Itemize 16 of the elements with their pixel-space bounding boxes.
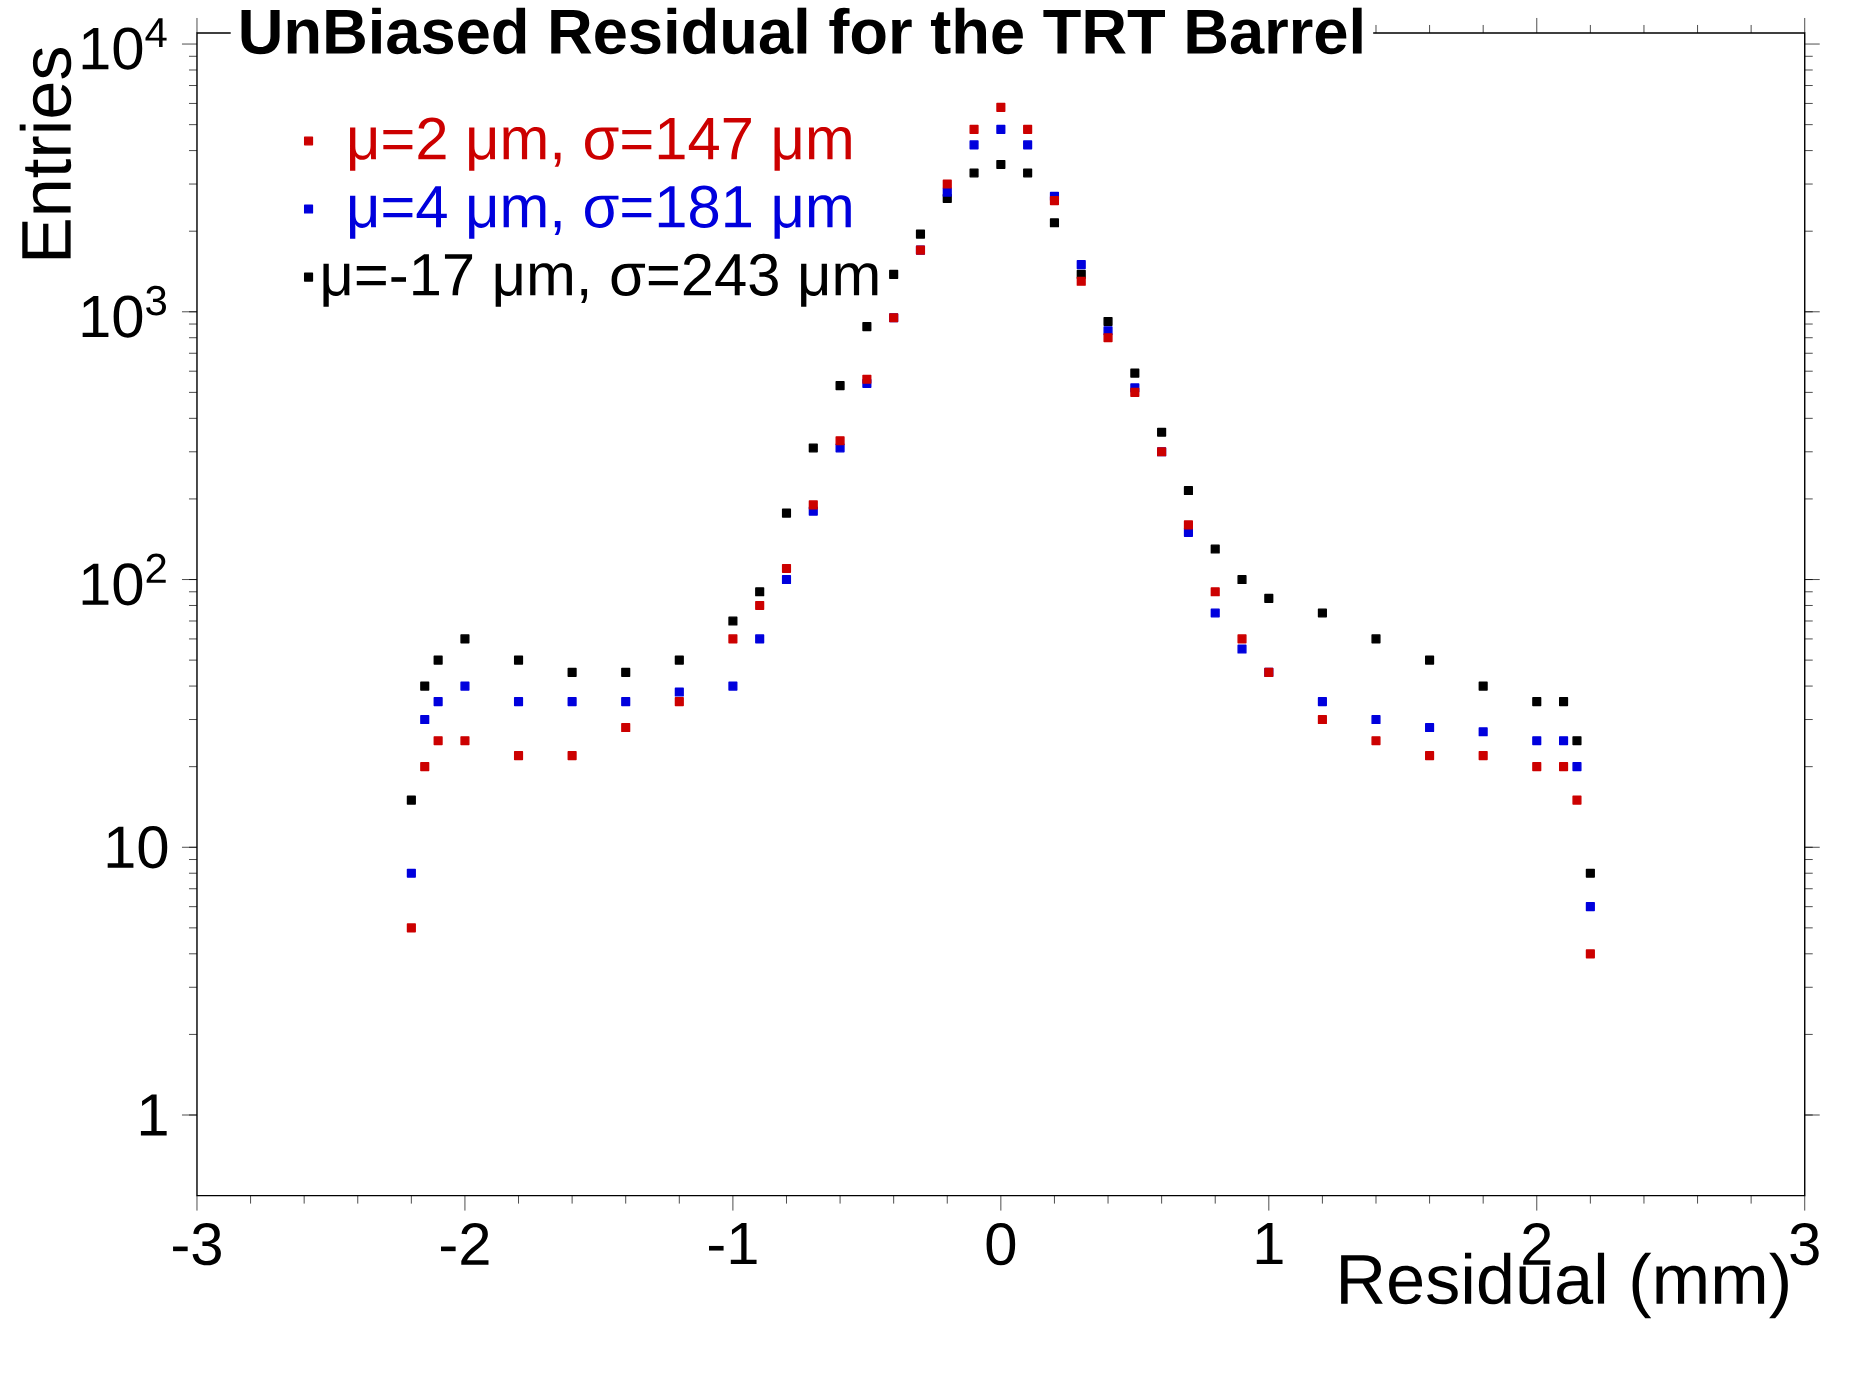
x-tick-label: 3 (1790, 1223, 1819, 1266)
y-tick-label: 10$^{2}$ (82, 553, 166, 606)
y-tick-label: 1 (140, 1094, 167, 1136)
x-tick-label: 0 (986, 1223, 1016, 1266)
x-tick-label: -1 (708, 1223, 757, 1265)
y-tick-label: 10$^{4}$ (82, 18, 167, 70)
chart-title: UnBiased Residual for the TRT Barrel (241, 7, 1362, 55)
x-tick-label: 1 (1256, 1223, 1283, 1265)
y-tick-label: 10$^{3}$ (82, 285, 166, 338)
x-tick-label: -3 (173, 1223, 221, 1266)
y-tick-label: 10 (107, 826, 168, 869)
y-axis-title: Entries (19, 47, 72, 259)
legend-label: μ=4 μm, σ=181 μm (350, 185, 851, 239)
x-tick-label: -2 (441, 1223, 489, 1265)
legend-label: μ=2 μm, σ=147 μm (350, 117, 851, 171)
legend-label: μ=-17 μm, σ=243 μm (323, 253, 878, 307)
